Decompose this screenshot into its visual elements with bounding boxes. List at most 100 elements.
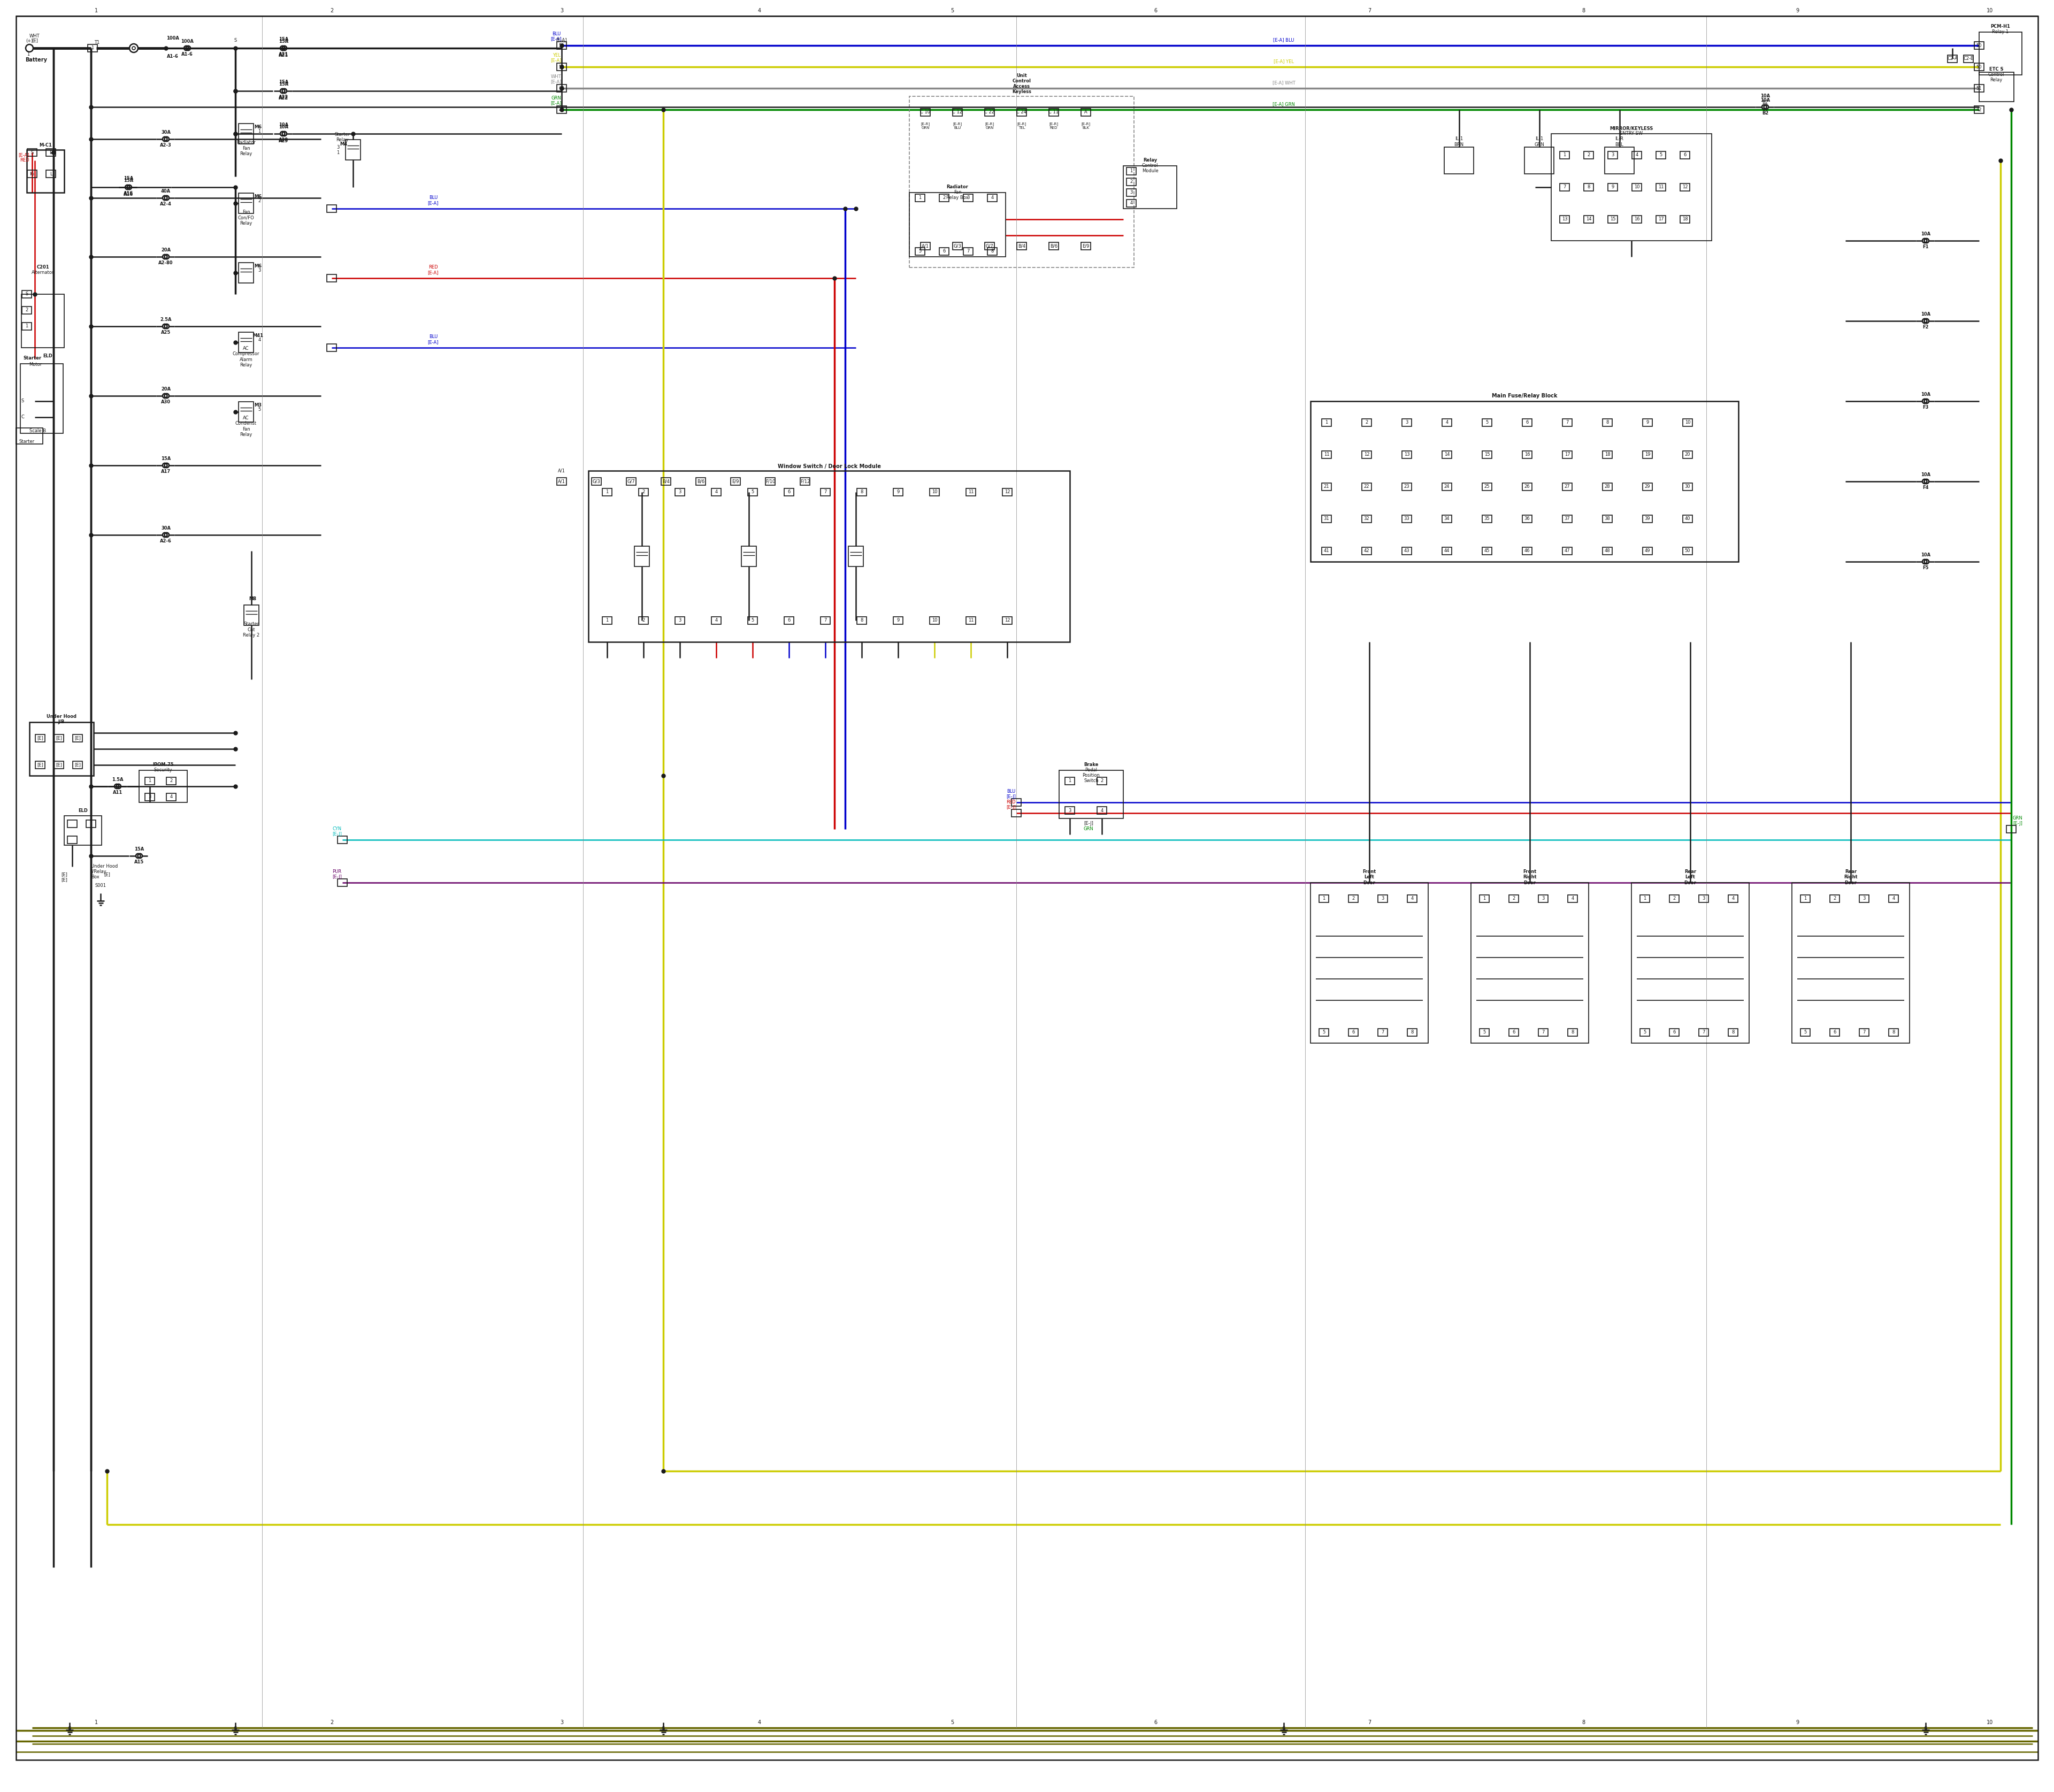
Text: 5: 5	[1483, 1030, 1485, 1034]
Text: 7: 7	[967, 249, 969, 254]
Bar	[676, 616, 684, 624]
Bar	[1890, 894, 1898, 903]
Bar	[963, 247, 974, 254]
Bar	[1563, 547, 1571, 556]
Bar	[711, 489, 721, 496]
Text: [E]: [E]	[55, 763, 62, 767]
Bar	[801, 478, 809, 486]
Text: 47: 47	[1565, 548, 1569, 554]
Text: 20A: 20A	[160, 387, 170, 392]
Text: 3: 3	[561, 7, 563, 13]
Text: Radiator: Radiator	[947, 185, 967, 190]
Text: WHT: WHT	[29, 34, 39, 39]
Text: 2: 2	[331, 1720, 333, 1726]
Text: F/10: F/10	[766, 478, 774, 484]
Bar	[1362, 484, 1372, 491]
Bar	[916, 194, 924, 202]
Text: [E-A]: [E-A]	[427, 201, 440, 206]
Bar	[1064, 778, 1074, 785]
Text: 7: 7	[1380, 1030, 1384, 1034]
Text: [E-R]
TEL: [E-R] TEL	[1017, 122, 1027, 129]
Text: 3: 3	[1130, 190, 1132, 195]
Text: S: S	[25, 292, 29, 297]
Text: 7: 7	[1368, 1720, 1370, 1726]
Text: M8: M8	[249, 597, 257, 602]
Text: T1: T1	[94, 41, 99, 45]
Text: 1: 1	[1323, 896, 1325, 901]
Text: 15A: 15A	[279, 38, 288, 41]
Bar	[1656, 151, 1666, 159]
Text: 7: 7	[824, 489, 828, 495]
Bar	[1002, 616, 1013, 624]
Text: 2: 2	[1672, 896, 1676, 901]
Text: [E-R]
GRN: [E-R] GRN	[986, 122, 994, 129]
Text: Control: Control	[1142, 163, 1158, 168]
Bar	[1444, 147, 1473, 174]
Text: M6: M6	[255, 195, 261, 199]
Text: 4: 4	[715, 618, 717, 624]
Text: 3: 3	[678, 618, 682, 624]
Text: 2: 2	[1101, 778, 1103, 783]
Text: 3: 3	[148, 794, 152, 799]
Bar	[1403, 484, 1411, 491]
Bar	[1670, 1029, 1678, 1036]
Text: 6: 6	[1512, 1030, 1516, 1034]
Bar	[45, 170, 55, 177]
Text: L: L	[49, 172, 51, 176]
Bar	[766, 478, 774, 486]
Text: 16: 16	[1524, 452, 1530, 457]
Text: 3: 3	[1068, 808, 1072, 814]
Bar	[1563, 514, 1571, 523]
Text: 6: 6	[1154, 1720, 1156, 1726]
Text: 10A: 10A	[1760, 99, 1771, 102]
Text: A29: A29	[279, 138, 288, 143]
Text: M4: M4	[339, 142, 347, 147]
Bar	[1727, 894, 1738, 903]
Text: A30: A30	[160, 400, 170, 405]
Text: M41: M41	[253, 333, 263, 339]
Bar	[1321, 514, 1331, 523]
Text: 6: 6	[1834, 1030, 1836, 1034]
Text: 59: 59	[559, 65, 565, 70]
Bar	[1522, 452, 1532, 459]
Text: 5: 5	[752, 489, 754, 495]
Text: 10A: 10A	[279, 125, 288, 129]
Bar	[1442, 452, 1452, 459]
Text: 15A: 15A	[123, 179, 134, 183]
Bar	[1349, 894, 1358, 903]
Text: Box: Box	[90, 874, 99, 880]
Bar	[68, 837, 78, 844]
Bar	[1602, 547, 1612, 556]
Text: 12: 12	[1004, 489, 1011, 495]
Text: 4: 4	[1411, 896, 1413, 901]
Text: 10: 10	[1986, 1720, 1992, 1726]
Text: 3: 3	[967, 195, 969, 201]
Bar	[1602, 452, 1612, 459]
Text: A1-6: A1-6	[181, 52, 193, 57]
Text: G/3: G/3	[592, 478, 600, 484]
Text: 6: 6	[787, 489, 791, 495]
Text: 30A: 30A	[160, 527, 170, 530]
Text: [E]: [E]	[37, 763, 43, 767]
Text: BLU: BLU	[429, 195, 438, 201]
Bar	[1682, 452, 1692, 459]
Bar	[953, 242, 961, 249]
Text: Front
Left
Door: Front Left Door	[1362, 869, 1376, 885]
Text: 12: 12	[1364, 452, 1370, 457]
Text: Security: Security	[154, 769, 173, 772]
Bar	[1633, 151, 1641, 159]
Text: 13: 13	[1405, 452, 1409, 457]
Bar	[965, 616, 976, 624]
Bar	[1964, 56, 1974, 63]
Text: 1: 1	[1643, 896, 1645, 901]
Text: 7: 7	[1703, 1030, 1705, 1034]
Bar	[748, 489, 758, 496]
Bar	[1559, 151, 1569, 159]
Text: 8: 8	[861, 618, 863, 624]
Text: [E-A]: [E-A]	[557, 38, 567, 43]
Bar	[238, 124, 253, 143]
Text: 7: 7	[824, 618, 828, 624]
Bar	[1567, 1029, 1577, 1036]
Bar	[1483, 419, 1491, 426]
Text: B/4: B/4	[661, 478, 670, 484]
